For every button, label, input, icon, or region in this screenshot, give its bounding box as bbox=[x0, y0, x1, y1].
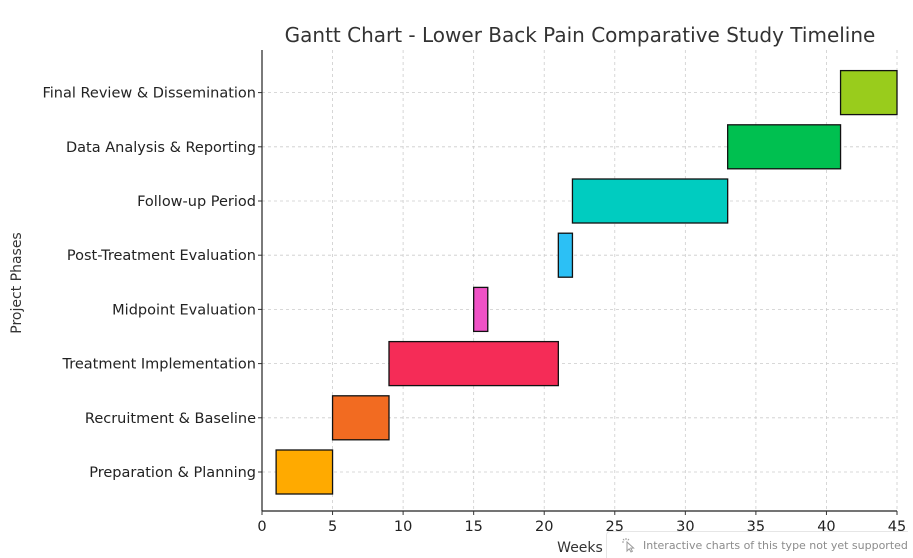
y-tick-label-4: Post-Treatment Evaluation bbox=[67, 248, 256, 264]
y-tick-label-3: Midpoint Evaluation bbox=[112, 302, 256, 318]
y-tick-label-2: Treatment Implementation bbox=[61, 357, 256, 373]
task-bar-0 bbox=[275, 449, 334, 495]
task-bar-6 bbox=[727, 124, 842, 170]
y-tick-label-5: Follow-up Period bbox=[137, 194, 256, 210]
x-tick-label-3: 15 bbox=[464, 519, 482, 535]
task-bar-3 bbox=[473, 286, 489, 333]
y-tick-label-6: Data Analysis & Reporting bbox=[66, 140, 256, 156]
pointer-sparkle-icon bbox=[622, 538, 635, 553]
x-axis-label: Weeks bbox=[557, 540, 603, 556]
task-bar-4 bbox=[557, 232, 574, 278]
y-tick-label-7: Final Review & Dissemination bbox=[42, 86, 256, 102]
task-bar-1 bbox=[331, 395, 390, 441]
task-bar-2 bbox=[388, 340, 559, 387]
task-bars bbox=[275, 69, 898, 495]
y-tick-label-1: Recruitment & Baseline bbox=[85, 411, 256, 427]
x-tick-label-2: 10 bbox=[394, 519, 412, 535]
task-bar-7 bbox=[839, 69, 898, 116]
y-tick-labels: Preparation & Planning Recruitment & Base… bbox=[42, 86, 256, 481]
x-tick-label-1: 5 bbox=[328, 519, 337, 535]
x-tick-label-0: 0 bbox=[257, 519, 266, 535]
notice-text: Interactive charts of this type not yet … bbox=[643, 538, 908, 552]
x-tick-label-4: 20 bbox=[535, 519, 553, 535]
chart-title: Gantt Chart - Lower Back Pain Comparativ… bbox=[285, 23, 876, 47]
y-tick-label-0: Preparation & Planning bbox=[89, 465, 256, 481]
unsupported-notice: Interactive charts of this type not yet … bbox=[606, 531, 908, 558]
task-bar-5 bbox=[571, 178, 729, 224]
axes bbox=[258, 50, 898, 515]
y-axis-label: Project Phases bbox=[9, 232, 25, 333]
grid-lines bbox=[261, 50, 898, 511]
